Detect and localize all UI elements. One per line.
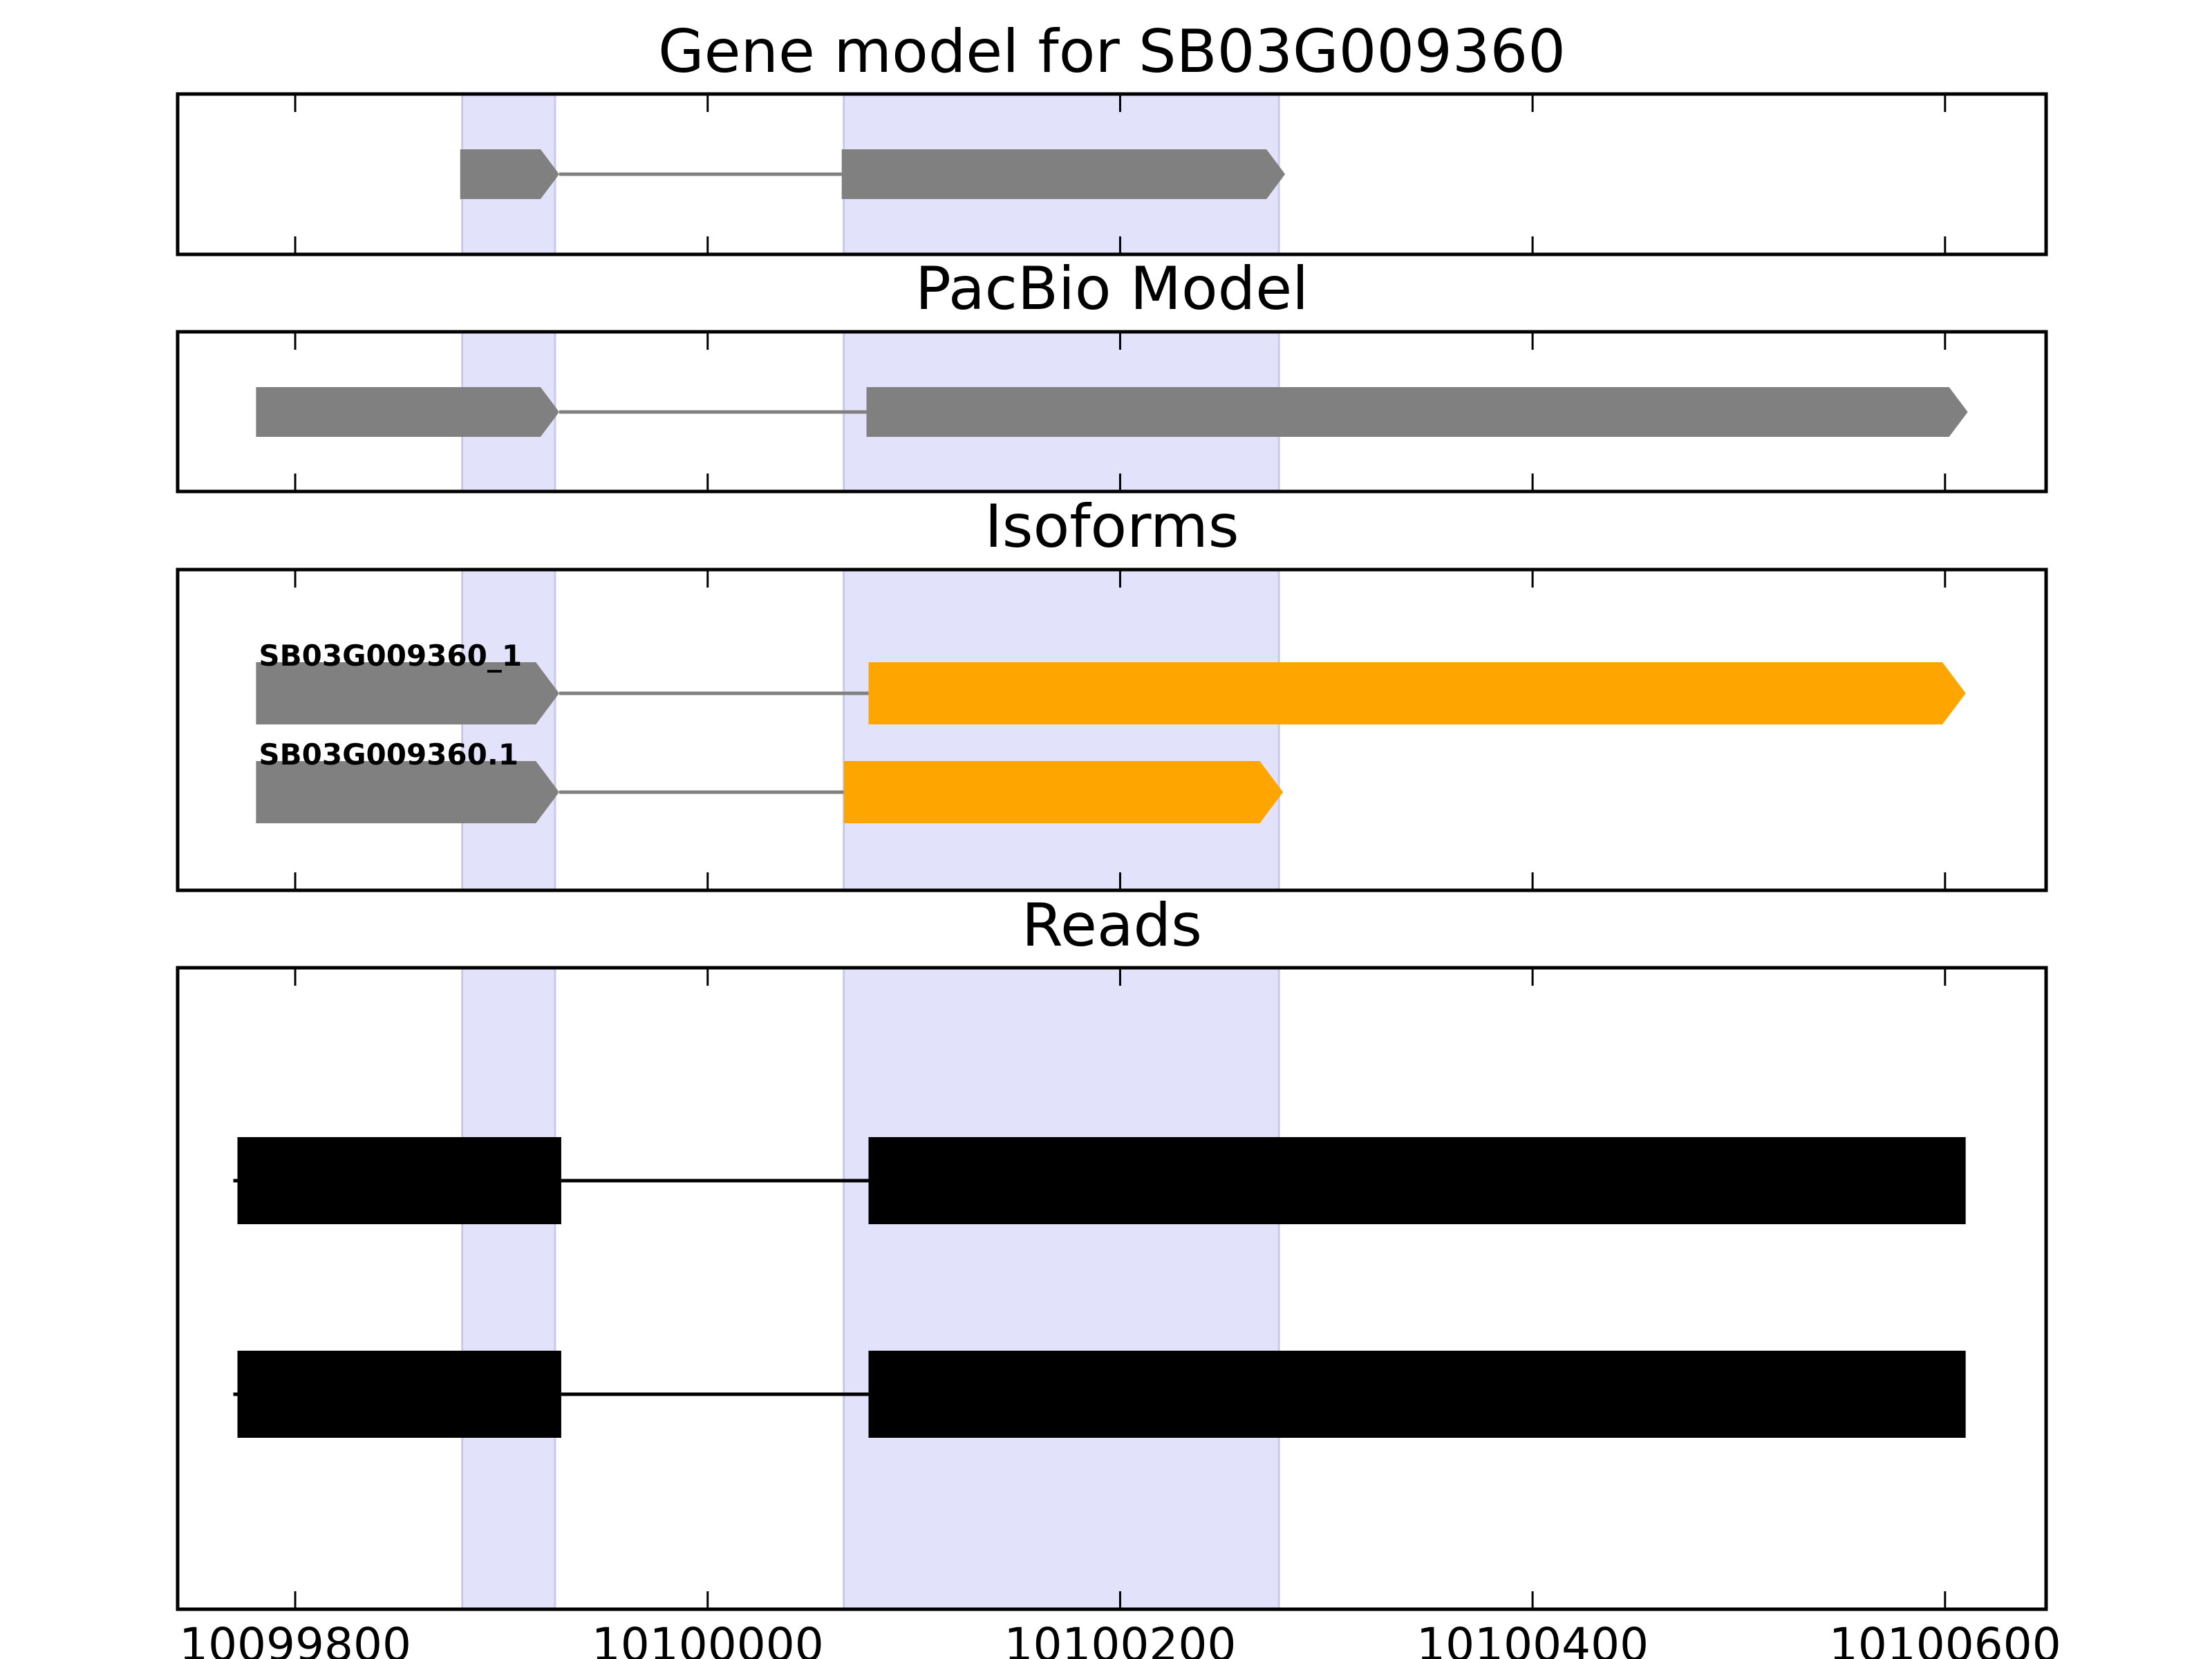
x-tick-label: 10100200 [1004,1618,1236,1659]
panel-isoforms: Isoforms SB03G009360_1 SB03G009360.1 [176,492,2048,892]
panel-reads: Reads [176,891,2048,1611]
isoform-label: SB03G009360.1 [259,738,518,771]
x-tick-label: 10100000 [592,1618,824,1659]
x-tick-label: 10099800 [179,1618,411,1659]
panel-pacbio-model: PacBio Model [176,254,2048,494]
cds-exon-block [868,662,1966,724]
panel-title: Isoforms [984,492,1239,561]
exon-block [256,761,559,823]
x-tick-label: 10100400 [1416,1618,1649,1659]
x-axis: 10099800 10100000 10100200 10100400 10100600 [179,1618,2061,1659]
isoform-label: SB03G009360_1 [259,639,522,673]
highlight-region [461,966,556,1611]
highlight-region [843,568,1280,892]
panel-title: Gene model for SB03G009360 [658,17,1566,86]
highlight-region [461,568,556,892]
exon-block [256,387,559,437]
highlight-region [843,966,1280,1611]
exon-block [841,149,1286,199]
panel-frame [176,330,2048,494]
panel-frame [176,966,2048,1611]
panel-gene-model: Gene model for SB03G009360 [176,17,2048,256]
read-block [868,1137,1966,1224]
panel-frame [176,568,2048,892]
read-block [237,1351,561,1438]
x-tick-label: 10100600 [1829,1618,2061,1659]
read-block [868,1351,1966,1438]
panel-frame [176,92,2048,256]
exon-block [460,149,559,199]
exon-block [866,387,1968,437]
exon-block [256,662,559,724]
panel-title: Reads [1022,891,1202,960]
panel-title: PacBio Model [915,254,1309,324]
read-block [237,1137,561,1224]
cds-exon-block [843,761,1284,823]
